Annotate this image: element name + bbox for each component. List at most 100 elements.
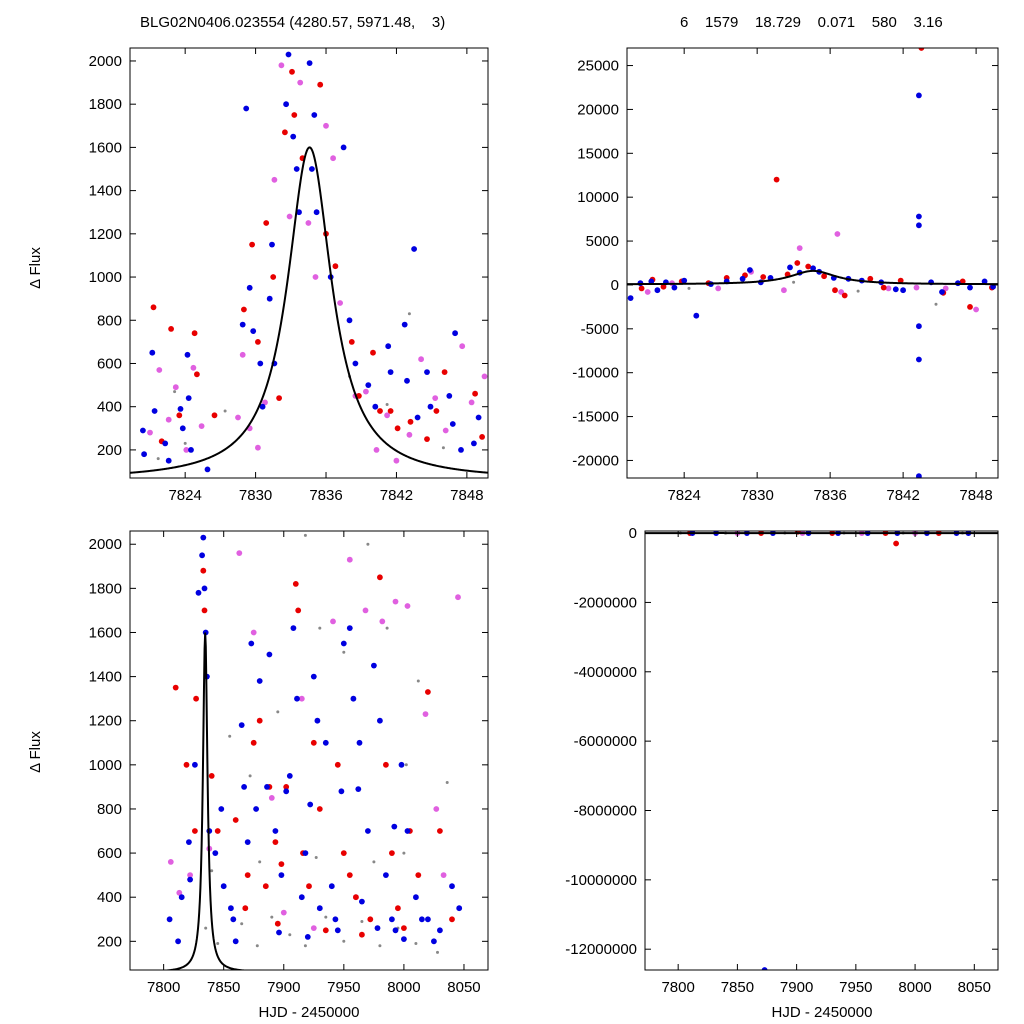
data-point-blue	[787, 264, 793, 271]
data-point-magenta	[393, 457, 400, 464]
x-tick-label: 7824	[667, 487, 700, 504]
data-point-magenta	[838, 289, 844, 295]
data-point-blue	[316, 905, 323, 912]
y-tick-label: 15000	[577, 145, 619, 162]
model-curve	[627, 269, 998, 286]
data-point-red	[150, 304, 157, 311]
y-tick-label: -12000000	[565, 941, 637, 958]
data-point-blue	[244, 839, 251, 845]
data-point-red	[194, 371, 200, 378]
data-point-blue	[177, 406, 184, 412]
data-point-red	[773, 176, 780, 183]
data-point-magenta	[298, 695, 305, 702]
data-point-blue	[372, 403, 379, 410]
data-point-red	[289, 68, 295, 75]
data-point-blue	[178, 894, 185, 901]
data-point-blue	[671, 284, 678, 291]
data-point-red	[172, 684, 179, 691]
data-point-gray	[248, 774, 252, 778]
data-point-red	[897, 277, 904, 284]
data-point-magenta	[418, 356, 424, 363]
data-point-magenta	[384, 412, 390, 419]
y-tick-label: 10000	[577, 189, 619, 206]
data-point-blue	[290, 133, 297, 140]
data-point-gray	[342, 650, 346, 654]
data-point-magenta	[362, 607, 369, 614]
data-point-magenta	[262, 399, 268, 406]
data-point-blue	[334, 927, 341, 934]
data-point-blue	[437, 927, 443, 934]
data-point-blue	[192, 761, 198, 768]
y-tick-label: 800	[97, 312, 122, 329]
data-point-magenta	[432, 395, 439, 401]
data-point-magenta	[297, 79, 304, 86]
data-point-blue	[276, 929, 282, 936]
y-tick-label: 1200	[89, 226, 122, 243]
x-tick-label: 7842	[886, 487, 919, 504]
data-point-blue	[916, 213, 922, 220]
data-point-blue	[458, 447, 464, 453]
data-point-magenta	[280, 909, 287, 916]
data-point-red	[841, 292, 848, 299]
data-point-blue	[201, 585, 208, 592]
data-point-red	[208, 773, 215, 779]
y-tick-label: 1000	[89, 757, 122, 774]
data-point-blue	[939, 289, 945, 295]
data-point-gray	[934, 302, 938, 306]
x-tick-label: 7950	[327, 979, 360, 996]
data-point-blue	[204, 466, 211, 473]
data-point-blue	[356, 739, 363, 746]
y-tick-label: 25000	[577, 58, 619, 75]
data-point-gray	[414, 942, 418, 945]
data-point-magenta	[250, 629, 257, 636]
data-point-gray	[378, 944, 382, 948]
data-point-blue	[981, 278, 988, 285]
data-point-blue	[365, 828, 371, 834]
data-point-magenta	[165, 416, 172, 423]
data-point-magenta	[644, 289, 651, 295]
data-point-gray	[303, 944, 307, 948]
data-point-magenta	[312, 274, 319, 280]
data-point-blue	[220, 883, 227, 890]
data-point-magenta	[346, 556, 353, 563]
data-point-red	[424, 436, 430, 442]
data-point-magenta	[305, 220, 312, 226]
data-point-blue	[309, 166, 315, 172]
data-point-red	[334, 761, 341, 768]
y-tick-label: -10000	[572, 365, 619, 382]
data-point-blue	[296, 209, 302, 216]
data-point-blue	[298, 894, 305, 901]
data-point-red	[441, 369, 448, 375]
data-point-red	[401, 925, 407, 931]
data-point-gray	[792, 280, 796, 284]
data-point-magenta	[433, 806, 440, 812]
data-point-blue	[892, 286, 899, 293]
data-point-magenta	[268, 795, 275, 801]
data-point-red	[353, 894, 359, 901]
data-point-blue	[452, 330, 458, 337]
data-point-magenta	[715, 285, 722, 292]
data-point-blue	[456, 905, 463, 912]
panel-bottom-left: 7800 7850 7900 7950 8000 8050 200 400 600 800 1000…	[89, 530, 489, 996]
data-point-red	[377, 408, 383, 414]
data-point-blue	[346, 625, 353, 631]
data-point-gray	[372, 860, 376, 864]
data-point-red	[282, 129, 288, 136]
data-point-magenta	[913, 284, 920, 291]
data-point-magenta	[440, 872, 447, 878]
data-point-blue	[239, 321, 246, 328]
data-point-blue	[199, 552, 206, 559]
x-tick-label: 8050	[447, 979, 480, 996]
data-point-blue	[761, 967, 768, 970]
data-point-blue	[389, 916, 395, 923]
x-tick-label: 7800	[661, 979, 694, 996]
data-point-blue	[967, 284, 973, 291]
data-point-gray	[303, 533, 307, 537]
plot-frame	[129, 530, 489, 971]
data-point-magenta	[147, 429, 153, 436]
data-point-blue	[449, 421, 456, 427]
data-point-gray	[385, 626, 389, 630]
data-point-red	[332, 263, 339, 270]
data-point-blue	[916, 356, 922, 363]
data-point-blue	[286, 773, 293, 779]
